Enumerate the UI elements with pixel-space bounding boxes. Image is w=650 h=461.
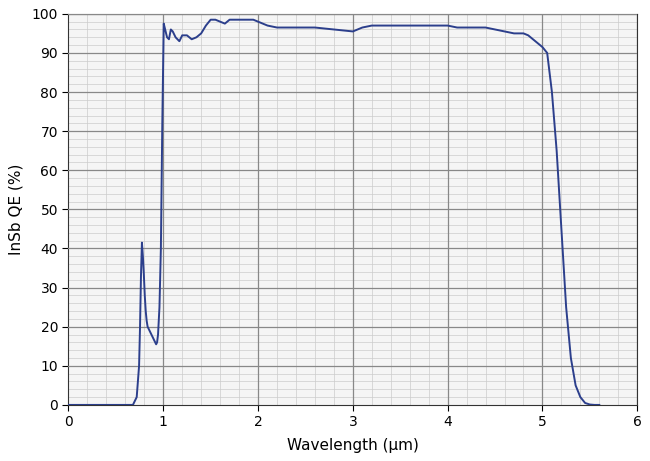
X-axis label: Wavelength (μm): Wavelength (μm) bbox=[287, 437, 419, 453]
Y-axis label: InSb QE (%): InSb QE (%) bbox=[8, 164, 23, 255]
